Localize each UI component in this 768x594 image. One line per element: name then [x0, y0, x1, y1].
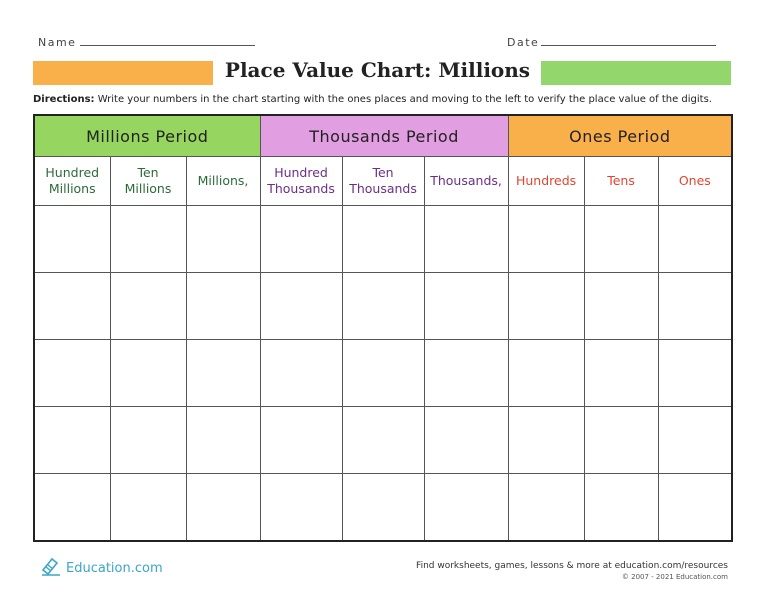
column-header-millions: Millions,: [185, 156, 261, 206]
digit-cell[interactable]: [507, 205, 585, 273]
digit-cell[interactable]: [109, 473, 187, 542]
table-row: [33, 205, 733, 273]
column-header-hundred-thousands: Hundred Thousands: [259, 156, 343, 206]
digit-cell[interactable]: [583, 205, 659, 273]
digit-cell[interactable]: [341, 406, 425, 474]
column-header-ten-thousands: Ten Thousands: [341, 156, 425, 206]
digit-cell[interactable]: [423, 205, 509, 273]
digit-cell[interactable]: [507, 272, 585, 340]
column-header-ten-millions: Ten Millions: [109, 156, 187, 206]
digit-cell[interactable]: [185, 339, 261, 407]
digit-cell[interactable]: [583, 406, 659, 474]
digit-cell[interactable]: [185, 406, 261, 474]
digit-cell[interactable]: [423, 473, 509, 542]
directions-text: Write your numbers in the chart starting…: [94, 94, 712, 105]
column-header-tens: Tens: [583, 156, 659, 206]
digit-cell[interactable]: [259, 339, 343, 407]
education-pencil-icon: [40, 556, 62, 580]
digit-cell[interactable]: [657, 473, 733, 542]
digit-cell[interactable]: [507, 473, 585, 542]
name-label: Name: [38, 36, 77, 49]
millions-period-header: Millions Period: [33, 114, 261, 157]
logo-text: Education.com: [66, 560, 163, 576]
digit-cell[interactable]: [109, 339, 187, 407]
column-header-thousands: Thousands,: [423, 156, 509, 206]
ones-period-header: Ones Period: [507, 114, 733, 157]
digit-cell[interactable]: [507, 339, 585, 407]
date-label: Date: [507, 36, 540, 49]
digit-cell[interactable]: [583, 272, 659, 340]
digit-cell[interactable]: [341, 205, 425, 273]
digit-cell[interactable]: [185, 272, 261, 340]
directions: Directions: Write your numbers in the ch…: [33, 94, 712, 105]
digit-cell[interactable]: [33, 339, 111, 407]
column-header-hundreds: Hundreds: [507, 156, 585, 206]
digit-cell[interactable]: [33, 205, 111, 273]
digit-cell[interactable]: [657, 339, 733, 407]
table-row: [33, 473, 733, 542]
digit-cell[interactable]: [185, 473, 261, 542]
table-row: [33, 272, 733, 340]
digit-cell[interactable]: [259, 473, 343, 542]
digit-cell[interactable]: [33, 272, 111, 340]
digit-cell[interactable]: [657, 406, 733, 474]
digit-cell[interactable]: [259, 272, 343, 340]
digit-cell[interactable]: [423, 339, 509, 407]
digit-cell[interactable]: [109, 205, 187, 273]
digit-cell[interactable]: [657, 205, 733, 273]
digit-cell[interactable]: [341, 272, 425, 340]
digit-cell[interactable]: [33, 406, 111, 474]
title-bar-right: [541, 61, 731, 85]
digit-cell[interactable]: [423, 272, 509, 340]
digit-cell[interactable]: [109, 406, 187, 474]
digit-cell[interactable]: [33, 473, 111, 542]
digit-cell[interactable]: [657, 272, 733, 340]
table-row: [33, 406, 733, 474]
footer-copyright: © 2007 - 2021 Education.com: [621, 573, 728, 581]
name-field[interactable]: [80, 45, 255, 46]
digit-cell[interactable]: [259, 205, 343, 273]
column-header-hundred-millions: Hundred Millions: [33, 156, 111, 206]
digit-cell[interactable]: [185, 205, 261, 273]
directions-label: Directions:: [33, 94, 95, 105]
digit-cell[interactable]: [583, 473, 659, 542]
digit-cell[interactable]: [109, 272, 187, 340]
title-bar-left: [33, 61, 213, 85]
table-row: [33, 339, 733, 407]
place-value-table: Millions Period Thousands Period Ones Pe…: [33, 114, 734, 542]
education-logo[interactable]: Education.com: [40, 556, 163, 580]
column-header-ones: Ones: [657, 156, 733, 206]
digit-cell[interactable]: [341, 339, 425, 407]
thousands-period-header: Thousands Period: [259, 114, 509, 157]
page-title: Place Value Chart: Millions: [224, 58, 531, 82]
digit-cell[interactable]: [259, 406, 343, 474]
digit-cell[interactable]: [583, 339, 659, 407]
digit-cell[interactable]: [341, 473, 425, 542]
digit-cell[interactable]: [423, 406, 509, 474]
date-field[interactable]: [541, 45, 716, 46]
footer-tagline: Find worksheets, games, lessons & more a…: [416, 561, 728, 571]
digit-cell[interactable]: [507, 406, 585, 474]
